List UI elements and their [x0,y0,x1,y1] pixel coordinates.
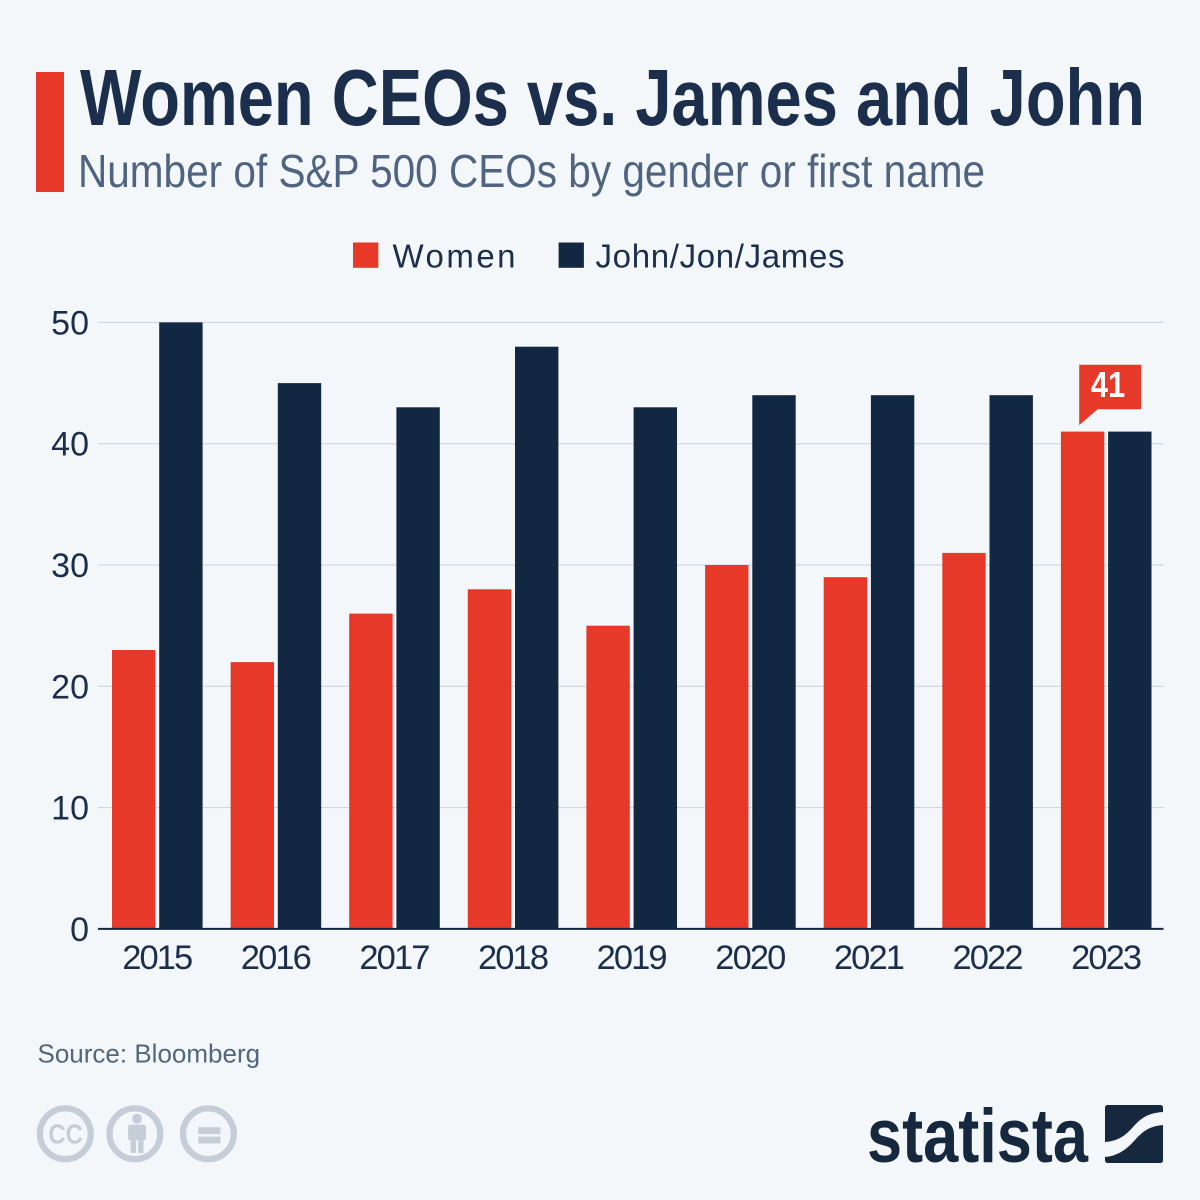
svg-text:40: 40 [51,426,89,464]
svg-text:2018: 2018 [478,939,549,977]
svg-text:10: 10 [51,790,89,828]
svg-text:2023: 2023 [1071,939,1142,977]
svg-text:41: 41 [1091,364,1126,405]
svg-text:Women: Women [393,238,516,275]
svg-text:0: 0 [70,911,89,949]
svg-text:Women CEOs vs. James and John: Women CEOs vs. James and John [80,53,1145,142]
svg-text:2015: 2015 [122,939,193,977]
svg-text:2016: 2016 [241,939,312,977]
svg-text:Source: Bloomberg: Source: Bloomberg [38,1039,261,1069]
svg-text:2021: 2021 [834,939,905,977]
svg-text:2020: 2020 [715,939,786,977]
svg-text:statista: statista [867,1094,1089,1179]
svg-text:2022: 2022 [953,939,1024,977]
svg-text:20: 20 [51,668,89,706]
svg-text:Number of S&P 500 CEOs by gend: Number of S&P 500 CEOs by gender or firs… [78,145,985,197]
svg-text:2019: 2019 [597,939,668,977]
svg-text:CC: CC [48,1118,83,1149]
svg-text:2017: 2017 [359,939,430,977]
svg-text:John/Jon/James: John/Jon/James [596,238,845,275]
svg-text:50: 50 [51,304,89,342]
svg-text:30: 30 [51,547,89,585]
